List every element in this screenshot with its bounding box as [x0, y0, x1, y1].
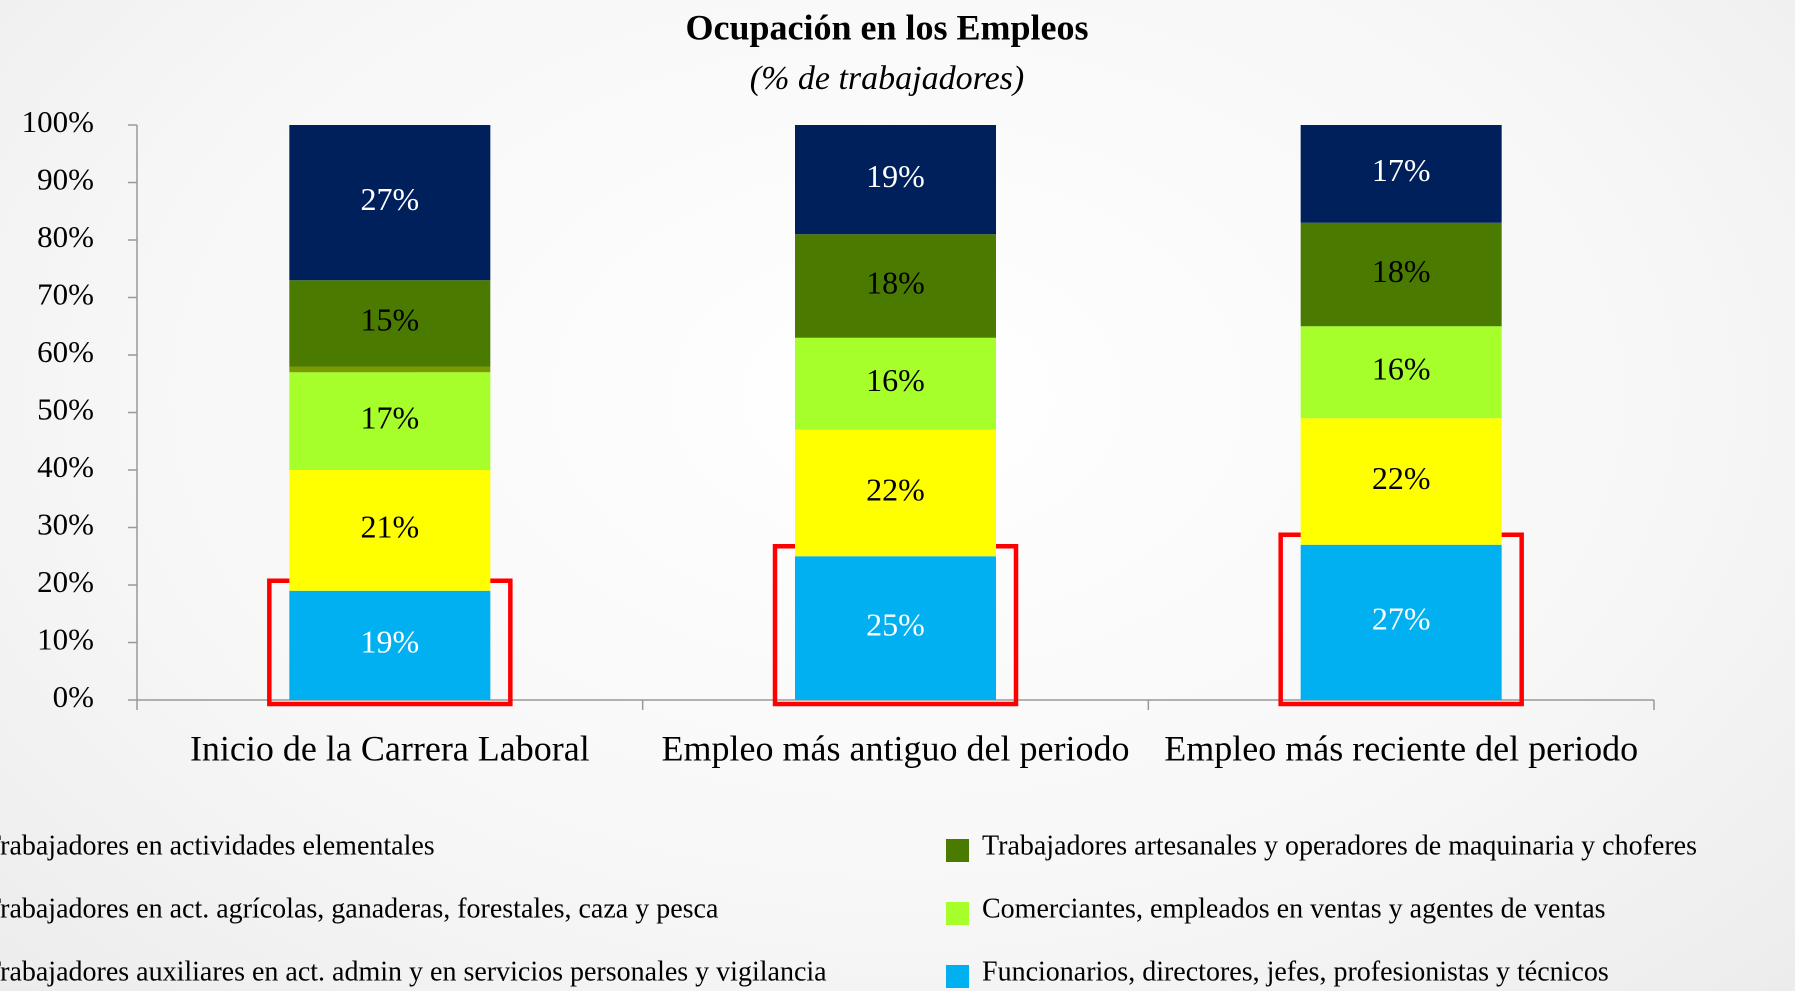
data-label: 17%	[361, 399, 420, 435]
bar-segment	[1300, 125, 1502, 223]
data-label: 27%	[1372, 601, 1431, 637]
data-label: 19%	[361, 624, 420, 660]
y-tick-label: 0%	[53, 679, 94, 714]
legend-label: Trabajadores en act. agrícolas, ganadera…	[0, 893, 719, 924]
legend-label: Trabajadores artesanales y operadores de…	[982, 830, 1697, 861]
data-label: 15%	[361, 302, 420, 338]
y-tick-label: 80%	[37, 219, 94, 254]
chart-title: Ocupación en los Empleos	[685, 7, 1088, 47]
legend-swatch	[946, 839, 969, 862]
bar-segment	[1300, 418, 1502, 545]
bar-segment	[289, 590, 491, 700]
bar-segment	[795, 125, 996, 235]
data-label: 25%	[866, 606, 925, 642]
bar-segment	[795, 234, 996, 338]
y-tick-label: 50%	[37, 392, 94, 427]
legend-swatch	[946, 902, 969, 925]
x-tick-label: Inicio de la Carrera Laboral	[190, 728, 590, 768]
bar-segment	[1300, 222, 1502, 327]
y-tick-label: 10%	[37, 622, 94, 657]
data-label: 22%	[866, 471, 925, 507]
legend-label: Funcionarios, directores, jefes, profesi…	[982, 956, 1609, 987]
data-label: 16%	[866, 362, 925, 398]
legend-label: Trabajadores en actividades elementales	[0, 830, 435, 861]
legend-label: Trabajadores auxiliares en act. admin y …	[0, 956, 827, 987]
legend-swatch	[946, 965, 969, 988]
x-tick-label: Empleo más antiguo del periodo	[662, 728, 1130, 768]
data-label: 21%	[361, 509, 420, 545]
data-label: 17%	[1372, 152, 1431, 188]
data-label: 22%	[1372, 460, 1431, 496]
y-tick-label: 70%	[37, 277, 94, 312]
bar-segment	[289, 366, 491, 373]
bar-segment	[289, 470, 491, 591]
bar-segment	[795, 429, 996, 557]
bar-segment	[795, 337, 996, 430]
data-label: 18%	[866, 264, 925, 300]
chart-subtitle: (% de trabajadores)	[750, 60, 1024, 97]
bar-segment	[1300, 544, 1502, 700]
data-label: 18%	[1372, 253, 1431, 289]
legend-label: Comerciantes, empleados en ventas y agen…	[982, 893, 1606, 924]
bar-segment	[1300, 326, 1502, 419]
y-tick-label: 20%	[37, 564, 94, 599]
y-tick-label: 100%	[22, 104, 94, 139]
bar-segment	[795, 556, 996, 700]
y-tick-label: 40%	[37, 449, 94, 484]
data-label: 27%	[361, 181, 420, 217]
data-label: 19%	[866, 158, 925, 194]
bar-segment	[289, 372, 491, 470]
data-label: 16%	[1372, 351, 1431, 387]
y-tick-label: 60%	[37, 334, 94, 369]
bar-segment	[289, 280, 491, 367]
y-tick-label: 90%	[37, 162, 94, 197]
y-tick-label: 30%	[37, 507, 94, 542]
bar-segment	[289, 125, 491, 281]
x-tick-label: Empleo más reciente del periodo	[1164, 728, 1638, 768]
